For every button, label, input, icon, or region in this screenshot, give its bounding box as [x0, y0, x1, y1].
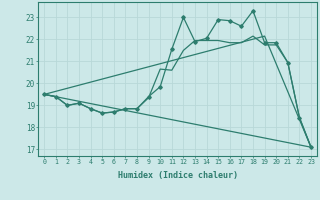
X-axis label: Humidex (Indice chaleur): Humidex (Indice chaleur) [118, 171, 238, 180]
